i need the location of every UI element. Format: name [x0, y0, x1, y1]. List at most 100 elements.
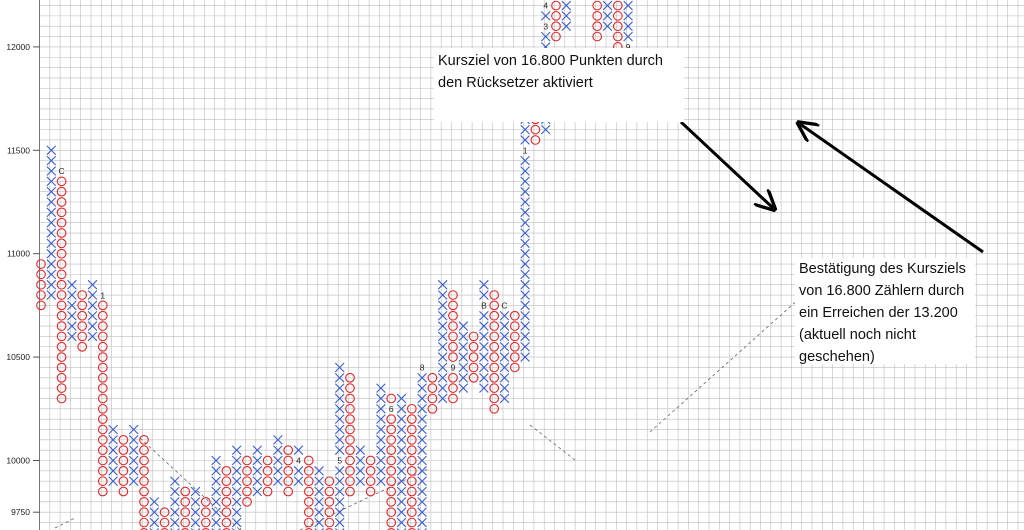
- o-mark: [77, 290, 88, 300]
- o-mark: [427, 403, 438, 414]
- column-label: 4: [296, 456, 301, 466]
- x-mark: [46, 155, 57, 166]
- x-mark: [46, 145, 57, 156]
- x-mark: [396, 517, 407, 528]
- o-mark: [97, 465, 108, 476]
- x-mark: [334, 424, 345, 435]
- o-mark: [160, 528, 169, 530]
- o-mark: [448, 290, 458, 300]
- x-mark: [520, 248, 530, 259]
- x-mark: [520, 228, 530, 238]
- column-label: 1: [523, 146, 528, 156]
- x-mark: [602, 0, 613, 11]
- x-mark: [479, 321, 489, 331]
- o-mark: [406, 414, 417, 424]
- o-mark: [36, 290, 46, 300]
- o-mark: [489, 352, 500, 362]
- o-mark: [200, 507, 211, 518]
- o-mark: [56, 310, 67, 321]
- o-mark: [406, 465, 417, 476]
- o-mark: [303, 497, 314, 507]
- o-mark: [262, 476, 273, 487]
- x-mark: [396, 414, 407, 424]
- x-mark: [128, 455, 139, 466]
- x-mark: [334, 517, 345, 528]
- x-mark: [231, 507, 242, 517]
- o-mark: [365, 486, 376, 497]
- o-mark: [509, 341, 520, 352]
- x-mark: [231, 517, 242, 528]
- annotation-confirmation: Bestätigung des Kursziels von 16.800 Zäh…: [795, 258, 975, 365]
- x-mark: [231, 445, 242, 455]
- x-mark: [46, 217, 57, 228]
- x-mark: [499, 341, 510, 352]
- x-mark: [87, 331, 98, 342]
- o-mark: [324, 507, 335, 518]
- o-mark: [97, 310, 108, 321]
- o-mark: [180, 486, 191, 497]
- x-mark: [334, 383, 345, 393]
- o-mark: [448, 393, 458, 404]
- o-mark: [283, 465, 294, 476]
- o-mark: [448, 331, 458, 342]
- annotation-line: geschehen): [799, 349, 875, 365]
- trend-line: [54, 517, 76, 529]
- o-mark: [489, 290, 500, 300]
- o-mark: [200, 517, 211, 528]
- x-mark: [520, 310, 530, 321]
- x-mark: [623, 31, 633, 42]
- x-mark: [334, 393, 345, 404]
- x-mark: [520, 217, 530, 228]
- o-mark: [36, 269, 46, 280]
- x-mark: [355, 466, 366, 476]
- o-mark: [468, 331, 479, 342]
- x-mark: [396, 435, 407, 445]
- o-mark: [139, 497, 149, 507]
- y-tick-label: 9750: [11, 507, 30, 517]
- x-mark: [417, 404, 427, 414]
- x-mark: [376, 476, 386, 486]
- o-mark: [406, 445, 417, 456]
- x-mark: [417, 445, 427, 455]
- o-mark: [118, 486, 129, 497]
- x-mark: [231, 476, 242, 486]
- o-mark: [283, 455, 294, 466]
- x-mark: [417, 383, 427, 393]
- x-mark: [520, 341, 530, 352]
- column-label: 4: [543, 1, 548, 11]
- x-mark: [479, 372, 489, 383]
- x-mark: [46, 290, 57, 300]
- o-mark: [139, 445, 149, 456]
- x-mark: [417, 476, 427, 486]
- o-mark: [221, 476, 232, 487]
- x-mark: [231, 466, 242, 476]
- o-mark: [530, 124, 541, 135]
- o-mark: [97, 300, 108, 311]
- o-mark: [139, 486, 149, 497]
- x-mark: [396, 486, 407, 497]
- o-mark: [345, 434, 355, 445]
- o-mark: [180, 497, 191, 507]
- o-mark: [365, 455, 376, 466]
- x-mark: [211, 486, 221, 497]
- o-mark: [448, 352, 458, 362]
- x-mark: [334, 445, 345, 455]
- x-mark: [334, 362, 345, 373]
- o-mark: [612, 11, 623, 21]
- o-mark: [345, 465, 355, 476]
- x-mark: [149, 517, 160, 528]
- x-mark: [520, 166, 530, 176]
- o-mark: [56, 269, 67, 280]
- x-mark: [417, 517, 427, 528]
- o-mark: [242, 486, 252, 497]
- x-mark: [396, 497, 407, 507]
- o-mark: [324, 497, 335, 507]
- x-mark: [396, 466, 407, 476]
- x-mark: [376, 424, 386, 435]
- o-mark: [221, 517, 232, 528]
- o-mark: [118, 465, 129, 476]
- x-mark: [211, 466, 221, 476]
- o-mark: [222, 528, 231, 530]
- o-mark: [427, 383, 438, 393]
- x-mark: [623, 0, 633, 11]
